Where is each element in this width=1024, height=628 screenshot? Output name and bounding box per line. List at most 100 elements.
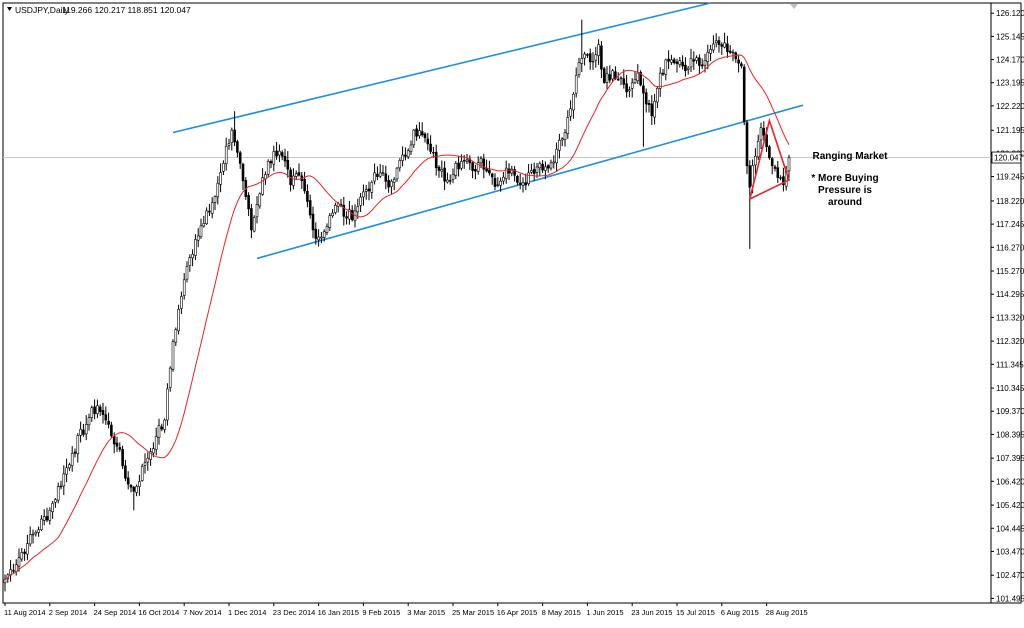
candle-body-bear [667,58,670,62]
candle-body-bull [328,215,332,228]
candle [521,177,525,193]
candle [96,399,99,419]
candle-body-bull [370,182,374,193]
candle [56,482,60,504]
candle-body-bear [241,163,245,182]
candle-body-bull [26,543,29,555]
triangle-shape[interactable] [748,117,790,201]
channel-lower-line[interactable] [256,104,804,260]
candle [535,162,539,178]
candle [378,164,382,179]
candle [154,427,158,456]
candle [3,574,7,592]
candle [286,151,290,178]
candle [672,57,676,65]
candle [712,35,715,53]
candle-body-bull [583,53,586,59]
candle-body-bear [112,436,116,445]
candle [689,48,693,73]
candle [348,200,351,225]
candle [496,177,500,188]
chart-shift-marker[interactable] [790,4,798,9]
candle-body-bull [628,89,631,92]
candle [241,162,245,191]
candle [532,162,536,181]
candle-body-bull [31,533,35,536]
candle-body-bear [644,92,648,105]
candle-body-bull [227,143,231,146]
x-tick-label: 1 Jun 2015 [586,608,623,617]
candle-body-bear [740,63,743,67]
candle [283,148,287,168]
candle [238,150,242,169]
candle [773,164,777,172]
candle-body-bull [560,138,564,141]
candle [605,66,609,89]
candle-body-bull [406,150,410,158]
candle-body-bull [224,146,228,165]
candle-body-bear [12,570,15,572]
candle-body-bull [294,173,298,177]
candle-body-bull [656,88,659,103]
moving-average [4,54,790,580]
x-tick-label: 16 Jan 2015 [318,608,359,617]
candle-body-bull [317,236,320,241]
candle-body-bull [611,70,614,80]
candle-body-bull [658,72,662,89]
candle [443,161,446,191]
candle [138,474,141,496]
candle-body-bear [681,61,684,67]
candle [544,161,547,180]
candle-body-bull [210,202,214,214]
chart-menu-icon[interactable] [7,7,12,11]
candle-body-bull [563,132,567,141]
ohlc-values: 119.266 120.217 118.851 120.047 [62,5,191,15]
candle-body-bull [706,51,710,62]
candle-body-bull [759,127,763,141]
y-tick-label: 102.470 [996,571,1024,580]
candle [600,40,603,79]
candle [384,165,388,190]
candle [76,433,80,463]
candle-body-bull [261,177,264,195]
candle [115,436,119,452]
candle [250,204,253,239]
candle-body-bear [297,172,301,176]
y-tick-label: 113.320 [996,313,1024,322]
y-tick-label: 122.220 [996,102,1024,111]
candle-body-bull [496,184,500,186]
candle-body-bull [185,266,189,280]
candle [524,173,528,191]
candle-body-bear [208,210,211,213]
candle [364,185,368,200]
candle-body-bull [373,172,376,182]
candle [647,99,651,113]
y-tick-label: 117.245 [996,220,1024,229]
candle [356,198,360,219]
candle-body-bear [588,53,592,63]
candle [426,132,430,151]
candle-body-bull [68,464,71,469]
candle [320,231,323,243]
candle [594,46,598,68]
candle-body-bear [762,127,766,136]
price-axis: 126.120 125.145 124.170 123.195 122.220 121.1… [991,9,1024,603]
candle [762,121,766,142]
candle-body-bull [17,557,21,567]
candle [227,138,231,150]
candle-body-bull [362,191,365,198]
candle-body-bear [345,216,348,219]
candle-body-bull [465,159,469,162]
candle-body-bear [448,180,452,182]
candle-body-bear [518,182,522,185]
candle [546,164,550,173]
candle-body-bull [196,235,200,241]
candle [171,339,175,372]
candle [437,165,441,178]
candle [278,144,281,163]
channel-upper-line[interactable] [172,2,711,134]
candle-body-bull [96,405,99,415]
candle-body-bear [457,162,460,170]
candle-body-bull [527,172,530,184]
